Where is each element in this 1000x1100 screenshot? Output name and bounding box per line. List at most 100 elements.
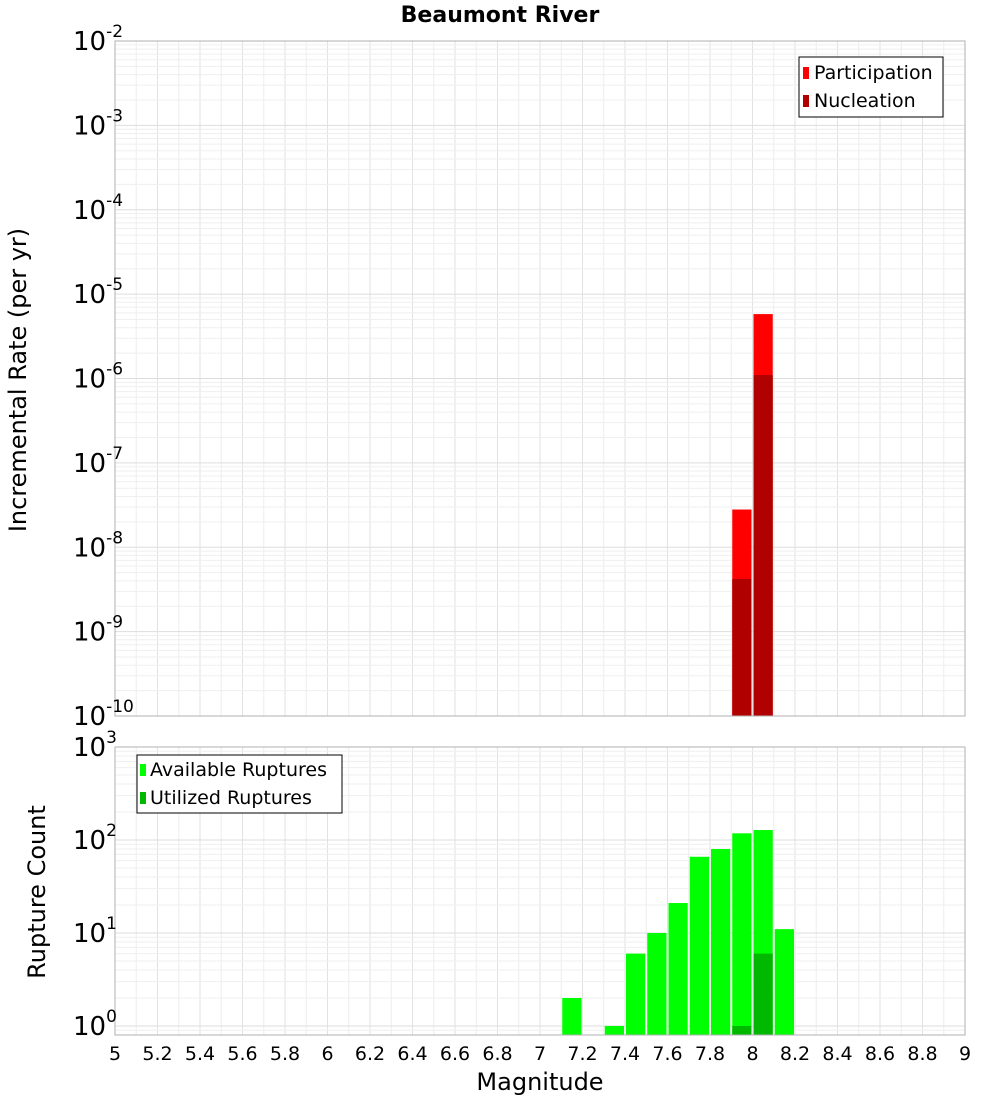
y-tick-label: 10-5 — [73, 275, 123, 310]
legend-utilized-label: Utilized Ruptures — [150, 787, 312, 809]
y-tick-exponent: -2 — [106, 22, 123, 42]
y-tick-exponent: -7 — [106, 444, 123, 464]
x-tick-label: 5.8 — [270, 1043, 300, 1065]
x-tick-label: 6.2 — [355, 1043, 385, 1065]
chart-title: Beaumont River — [401, 3, 600, 28]
x-tick-label: 6.6 — [440, 1043, 470, 1065]
bottom-plot-border — [114, 746, 966, 1036]
top-nucleation-bar — [753, 375, 773, 716]
y-tick-label: 103 — [73, 728, 117, 763]
x-tick-label: 7.8 — [695, 1043, 725, 1065]
y-tick-base: 10 — [73, 533, 106, 563]
x-tick-label: 7.4 — [610, 1043, 640, 1065]
top-y-axis-label: Incremental Rate (per yr) — [4, 228, 32, 532]
y-tick-exponent: -9 — [106, 613, 123, 633]
y-tick-base: 10 — [73, 449, 106, 479]
bottom-legend-box — [136, 754, 343, 814]
bottom-available-ruptures-bar — [626, 953, 646, 1035]
x-tick-label: 7.6 — [652, 1043, 682, 1065]
bottom-y-axis-label: Rupture Count — [23, 805, 51, 979]
legend-participation-swatch — [803, 67, 809, 79]
y-tick-base: 10 — [73, 365, 106, 395]
legend-participation-label: Participation — [814, 62, 933, 84]
top-nucleation-bar — [732, 579, 752, 716]
x-tick-label: 7 — [534, 1043, 546, 1065]
y-tick-exponent: -10 — [106, 697, 134, 717]
bottom-available-ruptures-bar — [647, 932, 667, 1035]
x-tick-label: 5 — [109, 1043, 121, 1065]
y-tick-exponent: 3 — [106, 728, 117, 748]
x-tick-label: 8.2 — [780, 1043, 810, 1065]
x-tick-label: 5.6 — [227, 1043, 257, 1065]
legend-nucleation-swatch — [803, 95, 809, 107]
y-tick-label: 10-10 — [73, 697, 134, 732]
bottom-x-ticks: 5 5.2 5.4 5.6 5.8 6 6.2 6.4 6.6 6.8 7 7.2 7.4 7.6 7.8 8… — [109, 1043, 971, 1065]
y-tick-exponent: 0 — [106, 1007, 117, 1027]
bottom-utilized-ruptures-bar — [753, 953, 773, 1035]
y-tick-label: 10-3 — [73, 106, 123, 141]
bottom-available-ruptures-bar — [562, 997, 582, 1035]
y-tick-exponent: 1 — [106, 914, 117, 934]
bottom-available-ruptures-bar — [668, 903, 688, 1035]
x-tick-label: 8 — [746, 1043, 758, 1065]
bottom-available-ruptures-bar — [711, 849, 731, 1035]
y-tick-label: 10-6 — [73, 360, 123, 395]
y-tick-label: 101 — [73, 914, 117, 949]
y-tick-label: 10-9 — [73, 613, 123, 648]
x-tick-label: 6 — [321, 1043, 333, 1065]
top-grid — [114, 40, 966, 717]
y-tick-base: 10 — [73, 733, 106, 763]
x-tick-label: 8.4 — [822, 1043, 852, 1065]
y-tick-base: 10 — [73, 702, 106, 732]
y-tick-label: 10-8 — [73, 528, 123, 563]
y-tick-base: 10 — [73, 826, 106, 856]
x-axis-label: Magnitude — [476, 1068, 603, 1096]
x-tick-label: 5.4 — [185, 1043, 215, 1065]
legend-utilized-swatch — [140, 792, 146, 804]
bottom-available-ruptures-bar — [774, 929, 794, 1035]
top-bars — [732, 314, 773, 716]
x-tick-label: 8.8 — [907, 1043, 937, 1065]
bottom-bars — [562, 830, 794, 1035]
y-tick-label: 10-7 — [73, 444, 123, 479]
x-tick-label: 9 — [959, 1043, 971, 1065]
y-tick-exponent: -4 — [106, 191, 123, 211]
y-tick-base: 10 — [73, 919, 106, 949]
bottom-available-ruptures-bar — [689, 856, 709, 1035]
legend-available-label: Available Ruptures — [150, 759, 327, 781]
y-tick-base: 10 — [73, 280, 106, 310]
x-tick-label: 6.8 — [482, 1043, 512, 1065]
x-tick-label: 6.4 — [397, 1043, 427, 1065]
y-tick-label: 10-4 — [73, 191, 123, 226]
y-tick-exponent: -5 — [106, 275, 123, 295]
legend-nucleation-label: Nucleation — [814, 90, 916, 112]
top-plot-border — [114, 40, 966, 717]
top-legend-box — [798, 56, 944, 118]
y-tick-base: 10 — [73, 1012, 106, 1042]
bottom-available-ruptures-bar — [732, 833, 752, 1035]
y-tick-base: 10 — [73, 618, 106, 648]
y-tick-exponent: -8 — [106, 528, 123, 548]
bottom-utilized-ruptures-bar — [732, 1025, 752, 1035]
y-tick-base: 10 — [73, 27, 106, 57]
bottom-legend: Available Ruptures Utilized Ruptures — [136, 754, 343, 814]
x-tick-label: 7.2 — [567, 1043, 597, 1065]
top-legend: Participation Nucleation — [798, 56, 944, 118]
y-tick-exponent: -6 — [106, 360, 123, 380]
bottom-available-ruptures-bar — [604, 1025, 624, 1035]
y-tick-exponent: 2 — [106, 821, 117, 841]
legend-available-swatch — [140, 764, 146, 776]
y-tick-base: 10 — [73, 196, 106, 226]
x-tick-label: 5.2 — [142, 1043, 172, 1065]
y-tick-label: 102 — [73, 821, 117, 856]
y-tick-exponent: -3 — [106, 106, 123, 126]
y-tick-label: 100 — [73, 1007, 117, 1042]
y-tick-label: 10-2 — [73, 22, 123, 57]
y-tick-base: 10 — [73, 111, 106, 141]
x-tick-label: 8.6 — [865, 1043, 895, 1065]
